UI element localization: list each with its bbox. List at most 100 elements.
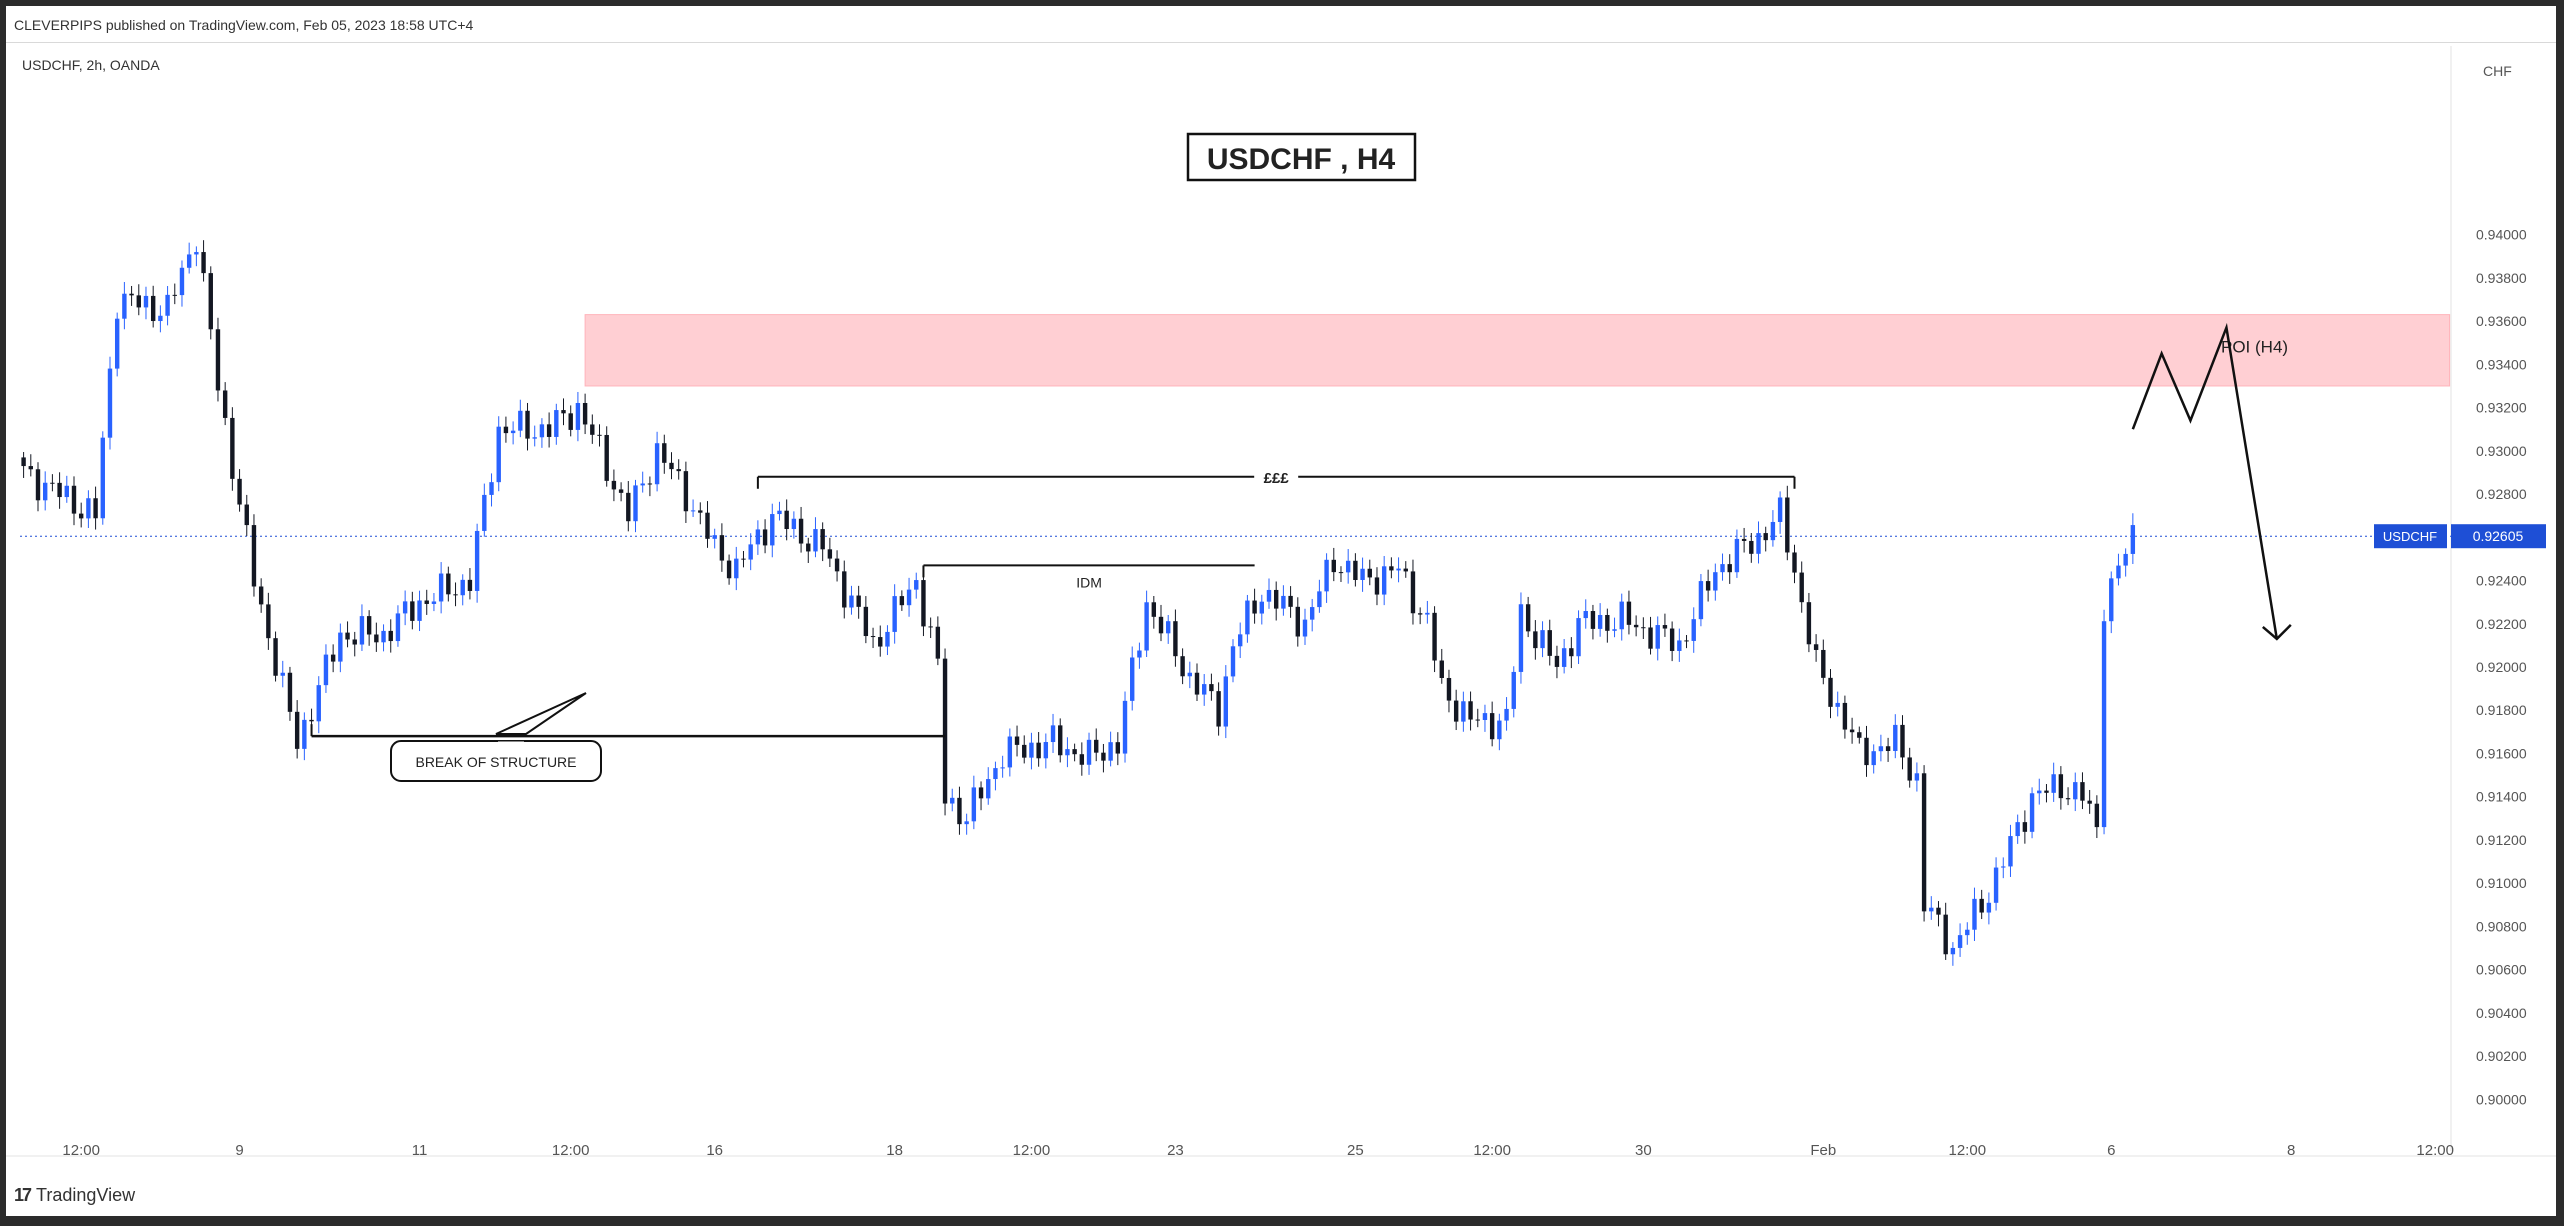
candle-body bbox=[762, 529, 768, 546]
candle-body bbox=[2044, 790, 2049, 793]
candle-body bbox=[395, 613, 401, 642]
candle-body bbox=[856, 595, 861, 607]
candle-body bbox=[899, 596, 905, 606]
candle-body bbox=[978, 787, 984, 799]
candle-body bbox=[748, 544, 753, 560]
candle-body bbox=[777, 510, 782, 515]
candle-body bbox=[194, 252, 199, 255]
candle-body bbox=[518, 410, 523, 431]
last-price-symbol-tag bbox=[2374, 524, 2447, 549]
candle-body bbox=[1540, 630, 1545, 649]
candle-body bbox=[1288, 595, 1293, 607]
candle-body bbox=[590, 424, 595, 435]
candle-body bbox=[244, 504, 249, 526]
candle-body bbox=[1605, 614, 1610, 631]
price-axis-unit: CHF bbox=[2483, 63, 2512, 79]
candle-body bbox=[1461, 701, 1466, 722]
time-tick-label: 18 bbox=[886, 1142, 903, 1159]
candle-body bbox=[1504, 708, 1509, 721]
price-tick-label: 0.91200 bbox=[2476, 832, 2527, 848]
candle-body bbox=[1885, 746, 1891, 751]
candle-body bbox=[1173, 621, 1178, 657]
candle-body bbox=[359, 616, 365, 645]
candle-body bbox=[1828, 677, 1833, 707]
candle-body bbox=[316, 685, 321, 722]
liquidity-label-bg bbox=[1254, 466, 1299, 487]
candle-body bbox=[1878, 746, 1884, 752]
candle-body bbox=[1677, 640, 1682, 651]
candle-body bbox=[1475, 719, 1480, 721]
candle-body bbox=[280, 672, 285, 676]
candle-body bbox=[525, 410, 530, 439]
price-tick-label: 0.91400 bbox=[2476, 789, 2527, 805]
price-tick-label: 0.93200 bbox=[2476, 400, 2527, 416]
candle-body bbox=[1929, 907, 1934, 912]
price-tick-label: 0.92000 bbox=[2476, 659, 2527, 675]
time-tick-label: 12:00 bbox=[62, 1142, 100, 1159]
candle-body bbox=[510, 430, 516, 434]
candle-body bbox=[1281, 595, 1286, 609]
candle-body bbox=[1684, 640, 1689, 642]
candle-body bbox=[640, 483, 645, 486]
candle-body bbox=[230, 417, 235, 479]
candle-body bbox=[496, 426, 501, 483]
candle-body bbox=[1367, 568, 1372, 578]
candle-body bbox=[237, 478, 242, 505]
header-divider bbox=[6, 42, 2556, 43]
candle-body bbox=[1209, 684, 1214, 692]
bos-label: BREAK OF STRUCTURE bbox=[415, 754, 576, 770]
candle-body bbox=[1360, 568, 1365, 581]
candle-body bbox=[1569, 648, 1574, 657]
candle-body bbox=[1554, 655, 1560, 667]
candle-body bbox=[770, 514, 775, 546]
candle-body bbox=[1094, 739, 1099, 753]
candle-body bbox=[1396, 568, 1401, 571]
candle-body bbox=[568, 413, 573, 430]
candle-body bbox=[1734, 538, 1740, 573]
candle-body bbox=[1252, 600, 1257, 614]
candle-body bbox=[1245, 600, 1250, 635]
candle-body bbox=[870, 636, 876, 638]
price-tick-label: 0.92200 bbox=[2476, 616, 2527, 632]
candle-body bbox=[2029, 793, 2035, 832]
candle-body bbox=[1417, 613, 1423, 615]
time-tick-label: 23 bbox=[1167, 1142, 1184, 1159]
price-tick-label: 0.94000 bbox=[2476, 227, 2527, 243]
candle-body bbox=[935, 626, 941, 659]
candle-body bbox=[208, 273, 213, 330]
price-tick-label: 0.93000 bbox=[2476, 443, 2527, 459]
candle-body bbox=[302, 719, 307, 749]
candle-body bbox=[1259, 601, 1264, 614]
time-tick-label: 11 bbox=[412, 1142, 428, 1159]
candle-body bbox=[1698, 581, 1704, 620]
candle-body bbox=[1864, 737, 1869, 766]
last-price-value-tag bbox=[2451, 524, 2546, 549]
candle-body bbox=[1597, 614, 1603, 629]
price-tick-label: 0.91800 bbox=[2476, 702, 2527, 718]
candle-body bbox=[834, 558, 840, 572]
candle-body bbox=[993, 768, 998, 780]
price-chart[interactable]: POI (H4) BREAK OF STRUCTURE IDM £££ USDCHF ,… bbox=[6, 6, 2556, 1216]
candle-body bbox=[1446, 677, 1452, 701]
candle-body bbox=[597, 434, 602, 436]
candle-body bbox=[352, 639, 357, 645]
candle-body bbox=[914, 580, 919, 590]
candle-body bbox=[1410, 571, 1416, 614]
candle-body bbox=[1576, 618, 1581, 657]
candle-body bbox=[878, 637, 883, 647]
candle-body bbox=[1626, 601, 1632, 625]
candle-body bbox=[1533, 631, 1538, 649]
time-tick-label: 16 bbox=[706, 1142, 723, 1159]
candle-body bbox=[172, 294, 177, 296]
time-tick-label: 9 bbox=[235, 1142, 243, 1159]
candle-body bbox=[143, 295, 149, 308]
candle-body bbox=[330, 654, 336, 662]
candle-body bbox=[1914, 773, 1920, 781]
candle-body bbox=[381, 630, 386, 643]
candle-body bbox=[1713, 572, 1718, 591]
candle-body bbox=[273, 638, 278, 676]
tradingview-footer: 17 TradingView bbox=[14, 1185, 135, 1206]
candle-body bbox=[633, 485, 638, 522]
candle-body bbox=[215, 329, 221, 391]
time-tick-label: 12:00 bbox=[552, 1142, 590, 1159]
